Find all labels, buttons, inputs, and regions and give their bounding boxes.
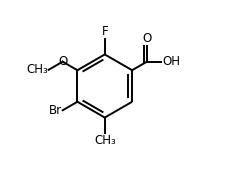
Text: CH₃: CH₃ [26, 63, 48, 76]
Text: Br: Br [49, 104, 62, 117]
Text: O: O [142, 33, 151, 45]
Text: O: O [58, 55, 67, 68]
Text: OH: OH [161, 55, 179, 68]
Text: F: F [101, 25, 108, 38]
Text: CH₃: CH₃ [93, 134, 115, 147]
